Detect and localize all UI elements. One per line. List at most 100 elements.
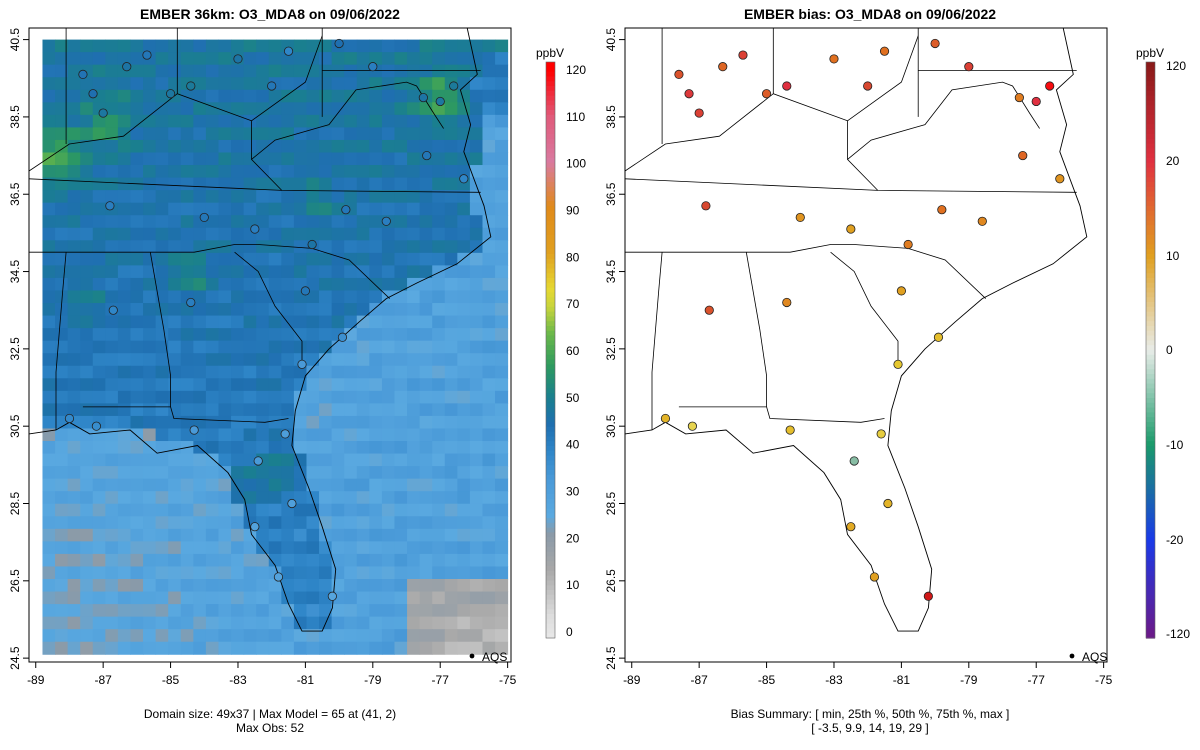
model-grid-cell	[256, 441, 270, 455]
model-grid-cell	[319, 240, 333, 254]
model-grid-cell	[457, 591, 471, 605]
model-grid-cell	[495, 441, 509, 455]
model-grid-cell	[42, 89, 56, 103]
model-grid-cell	[306, 478, 320, 492]
right-colorbar-segment	[1146, 167, 1155, 173]
model-grid-cell	[155, 303, 169, 317]
model-grid-cell	[432, 453, 446, 467]
model-grid-cell	[143, 328, 157, 342]
right-colorbar-segment	[1146, 66, 1155, 73]
model-grid-cell	[92, 240, 106, 254]
bias-station	[738, 50, 748, 60]
model-grid-cell	[205, 89, 219, 103]
model-grid-cell	[444, 102, 458, 116]
model-grid-cell	[394, 629, 408, 643]
model-grid-cell	[268, 629, 282, 643]
model-grid-cell	[130, 641, 144, 655]
model-grid-cell	[180, 566, 194, 580]
model-grid-cell	[344, 616, 358, 630]
left-colorbar-tick: 90	[566, 204, 580, 218]
model-grid-cell	[419, 252, 433, 266]
model-grid-cell	[130, 365, 144, 379]
model-grid-cell	[331, 240, 345, 254]
model-grid-cell	[42, 328, 56, 342]
right-colorbar-segment	[1146, 599, 1155, 605]
left-colorbar-segment	[546, 191, 555, 197]
model-grid-cell	[42, 378, 56, 392]
model-grid-cell	[80, 315, 94, 329]
model-grid-cell	[143, 378, 157, 392]
model-grid-cell	[218, 52, 232, 66]
right-colorbar-segment	[1146, 254, 1155, 260]
model-grid-cell	[231, 152, 245, 166]
model-grid-cell	[231, 491, 245, 505]
model-grid-cell	[482, 139, 496, 153]
model-grid-cell	[193, 541, 207, 555]
model-grid-cell	[419, 528, 433, 542]
model-grid-cell	[231, 541, 245, 555]
model-grid-cell	[281, 604, 295, 618]
model-grid-cell	[193, 629, 207, 643]
model-grid-cell	[218, 315, 232, 329]
model-grid-cell	[67, 453, 81, 467]
model-grid-cell	[394, 579, 408, 593]
model-grid-cell	[281, 378, 295, 392]
model-grid-cell	[457, 52, 471, 66]
left-colorbar-segment	[546, 258, 555, 265]
model-grid-cell	[419, 616, 433, 630]
model-grid-cell	[394, 152, 408, 166]
right-colorbar-segment	[1146, 86, 1155, 92]
model-grid-cell	[419, 240, 433, 254]
model-grid-cell	[419, 403, 433, 417]
model-grid-cell	[495, 566, 509, 580]
model-grid-cell	[231, 390, 245, 404]
obs-station	[368, 62, 378, 72]
model-grid-cell	[256, 553, 270, 567]
left-colorbar-segment	[546, 590, 555, 596]
model-grid-cell	[180, 516, 194, 530]
model-grid-cell	[205, 428, 219, 442]
model-grid-cell	[319, 466, 333, 480]
model-grid-cell	[180, 165, 194, 179]
model-grid-cell	[469, 89, 483, 103]
model-grid-cell	[331, 604, 345, 618]
model-grid-cell	[218, 604, 232, 618]
state-border	[846, 81, 1040, 191]
model-grid-cell	[482, 491, 496, 505]
model-grid-cell	[256, 390, 270, 404]
model-grid-cell	[394, 52, 408, 66]
right-colorbar-segment	[1146, 522, 1155, 529]
model-grid-cell	[444, 390, 458, 404]
model-grid-cell	[381, 604, 395, 618]
model-grid-cell	[293, 315, 307, 329]
model-grid-cell	[168, 541, 182, 555]
model-grid-cell	[67, 541, 81, 555]
model-grid-cell	[42, 139, 56, 153]
legend-label-right: AQS	[1082, 650, 1107, 664]
model-grid-cell	[105, 315, 119, 329]
right-colorbar-segment	[1146, 129, 1155, 135]
model-grid-cell	[356, 516, 370, 530]
model-grid-cell	[482, 390, 496, 404]
state-border	[651, 252, 663, 430]
model-grid-cell	[117, 528, 131, 542]
left-colorbar-segment	[546, 532, 555, 538]
model-grid-cell	[67, 340, 81, 354]
model-grid-cell	[407, 202, 421, 216]
model-grid-cell	[218, 114, 232, 128]
model-grid-cell	[281, 265, 295, 279]
model-grid-cell	[457, 240, 471, 254]
right-colorbar-segment	[1146, 633, 1155, 639]
left-colorbar-segment	[546, 196, 555, 202]
model-grid-cell	[369, 541, 383, 555]
right-colorbar-segment	[1146, 407, 1155, 413]
model-grid-cell	[457, 415, 471, 429]
model-grid-cell	[419, 566, 433, 580]
model-grid-cell	[331, 165, 345, 179]
model-grid-cell	[130, 415, 144, 429]
model-grid-cell	[67, 177, 81, 191]
model-grid-cell	[281, 77, 295, 91]
right-colorbar-segment	[1146, 345, 1155, 351]
model-grid-cell	[281, 227, 295, 241]
model-grid-cell	[444, 591, 458, 605]
